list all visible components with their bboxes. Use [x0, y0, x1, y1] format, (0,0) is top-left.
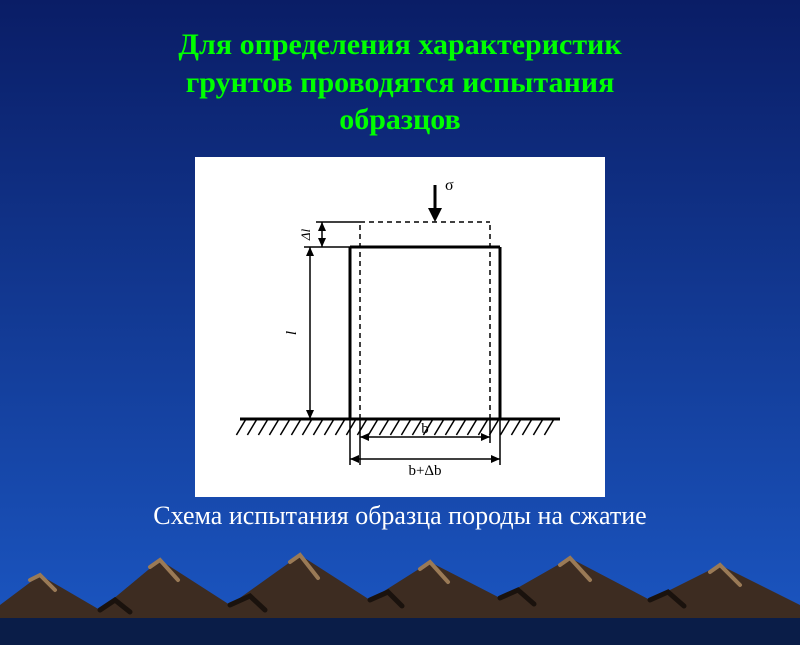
- compression-test-diagram: σ l Δl b b+Δb: [210, 167, 590, 487]
- diagram-caption: Схема испытания образца породы на сжатие: [153, 501, 646, 531]
- diagram-panel: σ l Δl b b+Δb: [195, 157, 605, 497]
- slide: Для определения характеристик грунтов пр…: [0, 0, 800, 645]
- svg-text:b+Δb: b+Δb: [408, 463, 441, 479]
- svg-text:Δl: Δl: [298, 228, 313, 241]
- svg-text:l: l: [284, 330, 300, 334]
- svg-text:σ: σ: [445, 177, 454, 194]
- slide-content: Для определения характеристик грунтов пр…: [0, 0, 800, 645]
- slide-title: Для определения характеристик грунтов пр…: [178, 26, 621, 139]
- svg-text:b: b: [421, 421, 429, 437]
